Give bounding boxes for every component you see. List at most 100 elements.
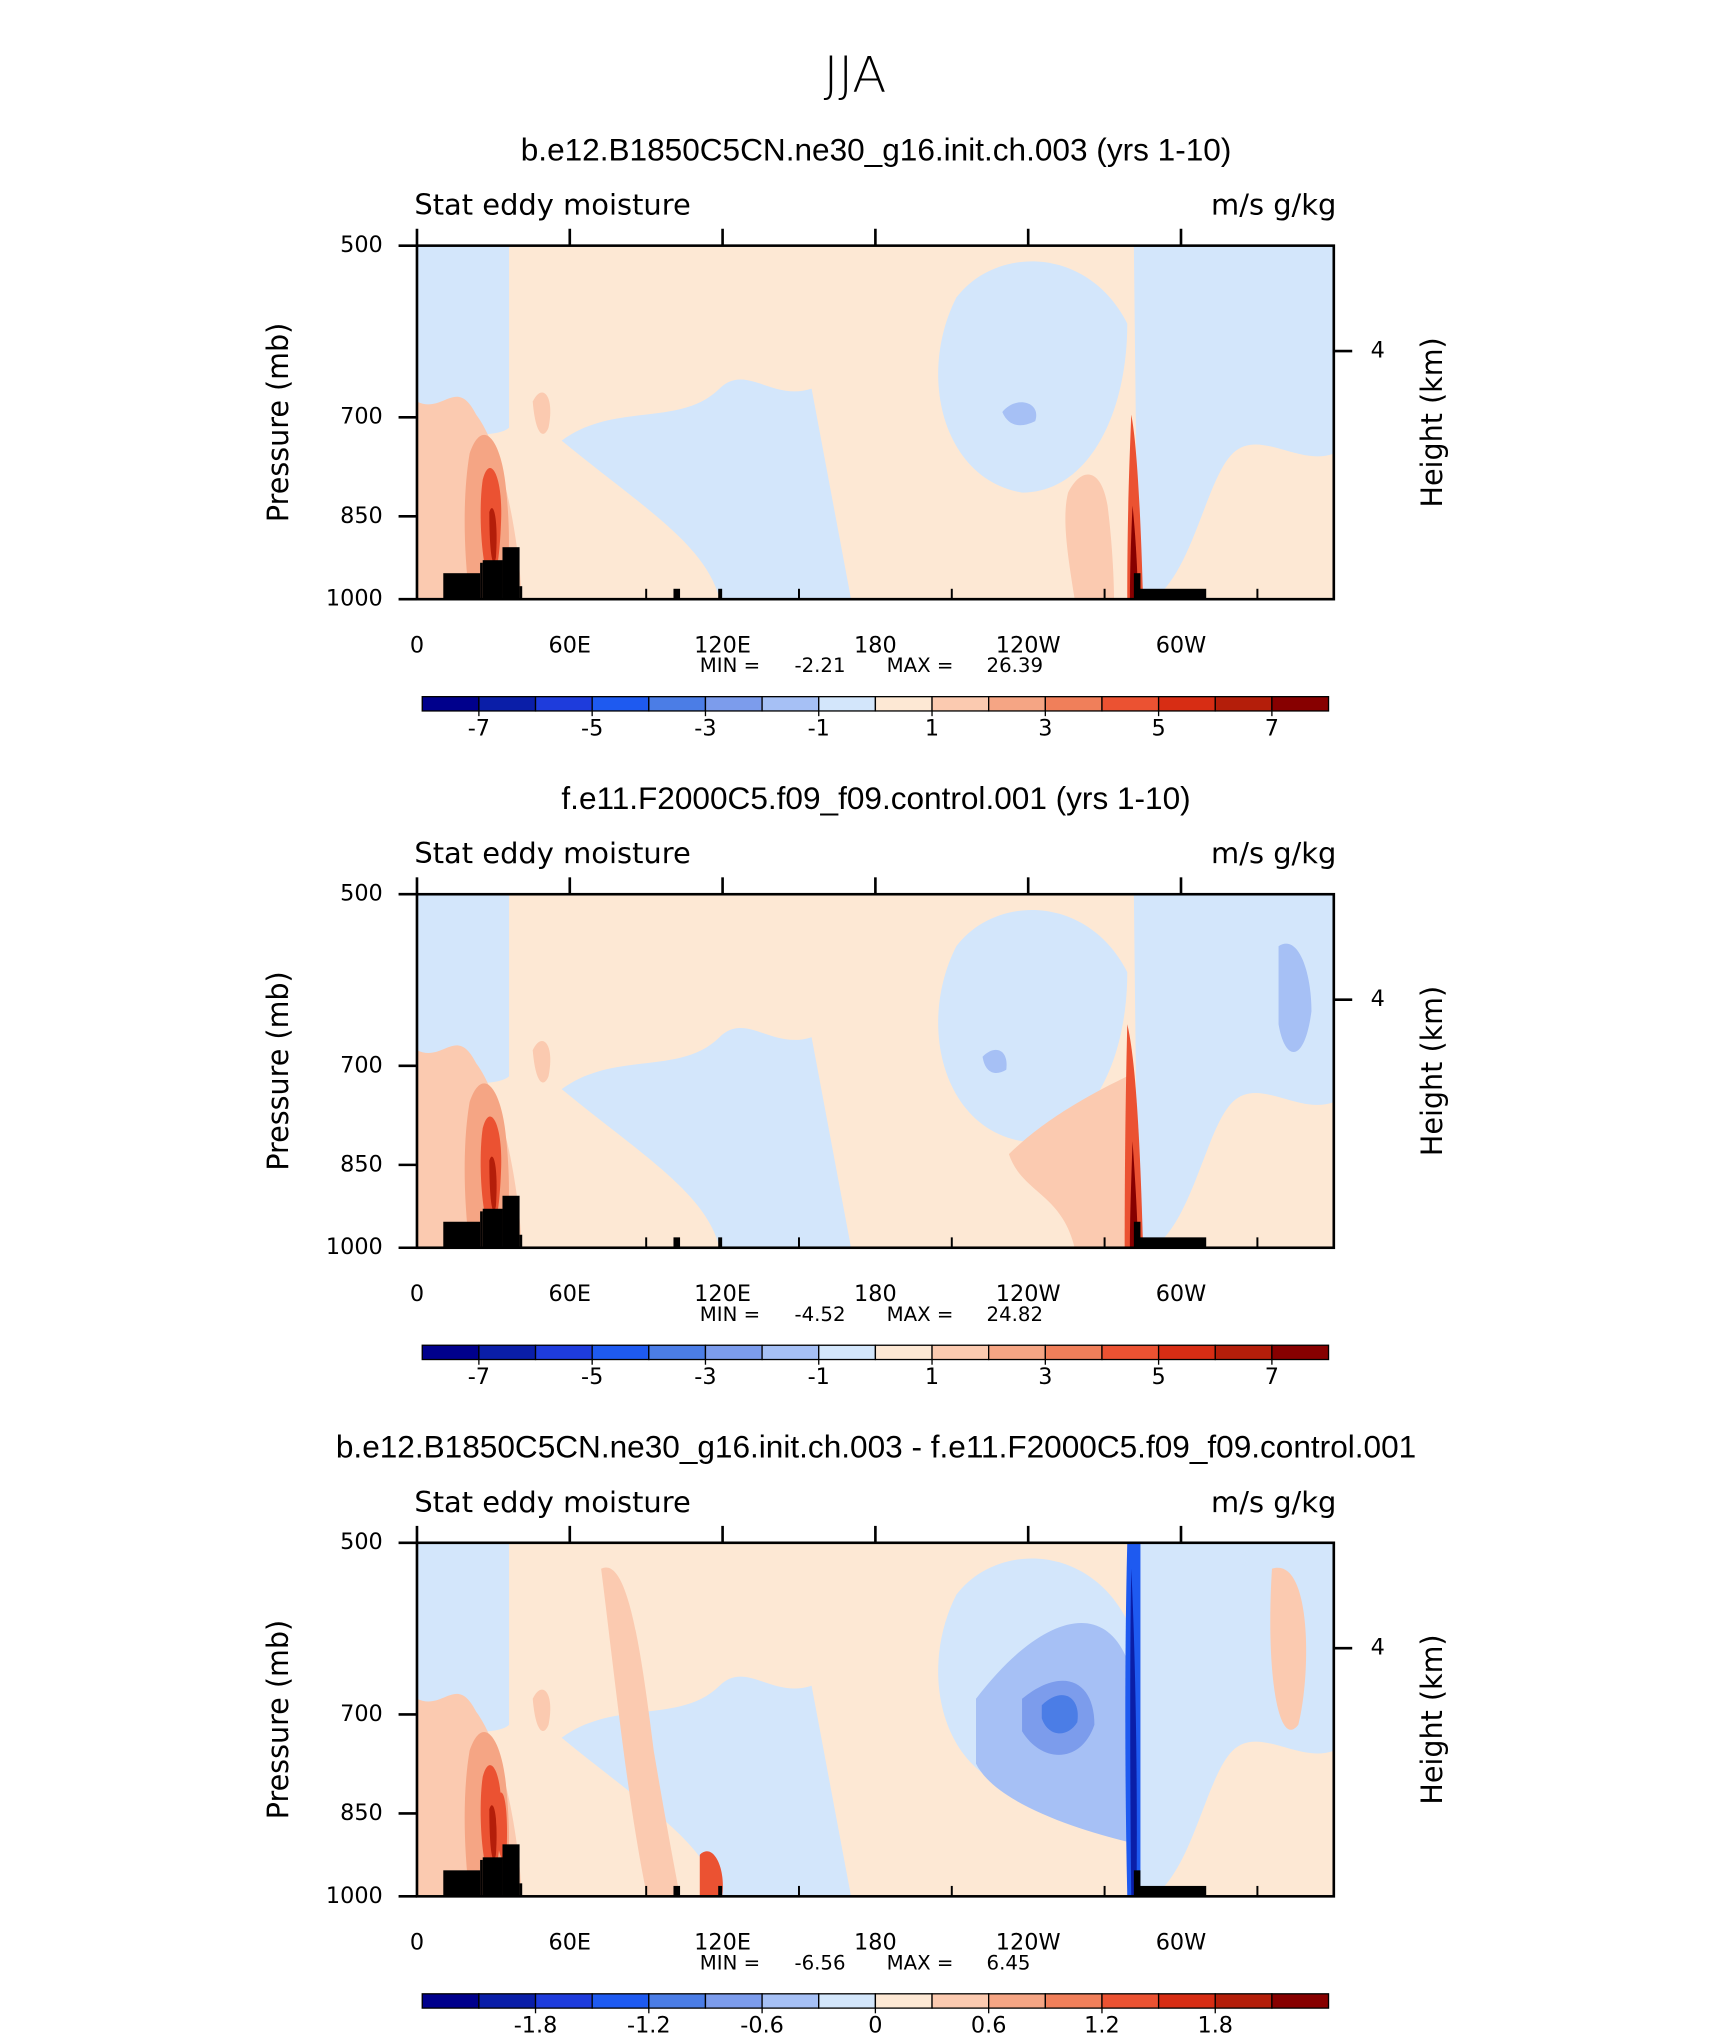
figure-title: JJA <box>824 46 887 104</box>
topography <box>482 560 503 600</box>
y2-axis-label: Height (km) <box>1415 1634 1449 1804</box>
colorbar-label: -1.2 <box>627 2013 671 2038</box>
x-tick-label: 120E <box>694 1930 751 1956</box>
topography <box>502 1195 520 1248</box>
colorbar-box <box>478 696 537 712</box>
colorbar-box <box>534 1993 593 2009</box>
colorbar-box <box>648 1344 707 1361</box>
x-tick-label: 120W <box>996 633 1061 659</box>
x-tick-label: 60E <box>548 633 591 659</box>
min-value: -4.52 <box>794 1303 845 1326</box>
x-tick-label: 120E <box>694 633 751 659</box>
y-tick-label: 1000 <box>326 586 383 612</box>
y-tick-label: 500 <box>340 232 383 258</box>
colorbar-box <box>1271 1993 1330 2009</box>
min-label: MIN = <box>700 1303 760 1326</box>
contour-region <box>938 261 1128 493</box>
x-tick-label: 0 <box>410 1930 424 1956</box>
panel: b.e12.B1850C5CN.ne30_g16.init.ch.003 - f… <box>261 1430 1449 2038</box>
colorbar-box <box>931 696 990 712</box>
panel-title: f.e11.F2000C5.f09_f09.control.001 (yrs 1… <box>561 781 1190 816</box>
colorbar-label: 7 <box>1265 716 1279 742</box>
colorbar-box <box>988 1344 1046 1361</box>
x-tick-label: 120E <box>694 1281 751 1307</box>
y-tick-label: 500 <box>340 881 383 907</box>
min-label: MIN = <box>700 1951 760 1974</box>
colorbar-box <box>1214 696 1273 712</box>
y2-tick-label: 4 <box>1371 338 1385 364</box>
colorbar-box <box>1101 696 1160 712</box>
contour-region <box>532 1041 551 1083</box>
colorbar-box <box>421 1344 480 1361</box>
y-axis-label: Pressure (mb) <box>261 1620 295 1819</box>
y2-axis-label: Height (km) <box>1415 337 1449 507</box>
colorbar-label: 3 <box>1038 716 1052 742</box>
colorbar-label: 1.2 <box>1084 2013 1120 2038</box>
x-tick-label: 180 <box>854 1930 897 1956</box>
contour-region <box>532 1689 551 1732</box>
x-tick-label: 60W <box>1156 1930 1207 1956</box>
x-tick-label: 0 <box>410 1281 424 1307</box>
x-tick-label: 120W <box>996 1281 1061 1307</box>
right-label: m/s g/kg <box>1211 188 1336 222</box>
colorbar-label: -7 <box>468 1364 490 1390</box>
colorbar-label: -3 <box>694 1364 716 1390</box>
x-tick-label: 60W <box>1156 1281 1207 1307</box>
max-value: 26.39 <box>987 654 1043 677</box>
contour-region <box>416 1542 510 1751</box>
topography <box>480 562 483 600</box>
contour-region <box>489 1156 497 1211</box>
colorbar-label: -7 <box>468 716 490 742</box>
topography <box>673 1237 681 1248</box>
y-tick-label: 850 <box>340 1151 383 1177</box>
y-tick-label: 700 <box>340 404 383 430</box>
contour-regions <box>416 1542 1334 1897</box>
topography <box>443 1221 481 1248</box>
y-tick-label: 1000 <box>326 1883 383 1909</box>
contour-region <box>938 909 1128 1142</box>
contour-field <box>416 1542 1334 1897</box>
colorbar-box <box>421 696 480 712</box>
contour-region <box>561 1028 852 1248</box>
max-label: MAX = <box>887 1303 954 1326</box>
contour-region <box>561 379 852 600</box>
y-tick-label: 850 <box>340 1800 383 1826</box>
contour-region <box>495 1792 508 1860</box>
topography <box>673 588 681 600</box>
contour-region <box>1129 1141 1138 1248</box>
colorbar-label: -1 <box>808 1364 830 1390</box>
y-tick-label: 700 <box>340 1701 383 1727</box>
right-label: m/s g/kg <box>1211 1485 1336 1519</box>
topography <box>1133 1221 1141 1248</box>
colorbar-box <box>1101 1344 1160 1361</box>
colorbar-box <box>1044 1344 1103 1361</box>
topography <box>1135 1237 1207 1248</box>
colorbar-label: 3 <box>1038 1364 1052 1390</box>
contour-region <box>982 1049 1007 1073</box>
colorbar-box <box>478 1344 537 1361</box>
colorbar-label: 1 <box>925 716 939 742</box>
colorbar-box <box>704 1344 763 1361</box>
contour-region <box>1008 1076 1138 1248</box>
colorbar-label: 7 <box>1265 1364 1279 1390</box>
colorbar-box <box>1044 1993 1103 2009</box>
max-label: MAX = <box>887 1951 954 1974</box>
contour-field <box>416 894 1334 1248</box>
colorbar-box <box>421 1993 480 2009</box>
colorbar-label: -3 <box>694 716 716 742</box>
topography <box>1133 573 1141 600</box>
colorbar-box <box>988 696 1046 712</box>
y2-tick-label: 4 <box>1371 1635 1385 1661</box>
contour-region <box>1041 1695 1078 1734</box>
contour-region <box>1065 474 1115 600</box>
colorbar-label: -0.6 <box>740 2013 784 2038</box>
topography <box>718 1885 723 1897</box>
topography <box>673 1885 681 1897</box>
colorbar-box <box>591 1344 650 1361</box>
colorbar-box <box>1044 696 1103 712</box>
topography <box>1135 588 1207 600</box>
colorbar-label: -1.8 <box>514 2013 558 2038</box>
y-tick-label: 700 <box>340 1052 383 1078</box>
colorbar-box <box>478 1993 537 2009</box>
contour-region <box>1002 402 1037 426</box>
